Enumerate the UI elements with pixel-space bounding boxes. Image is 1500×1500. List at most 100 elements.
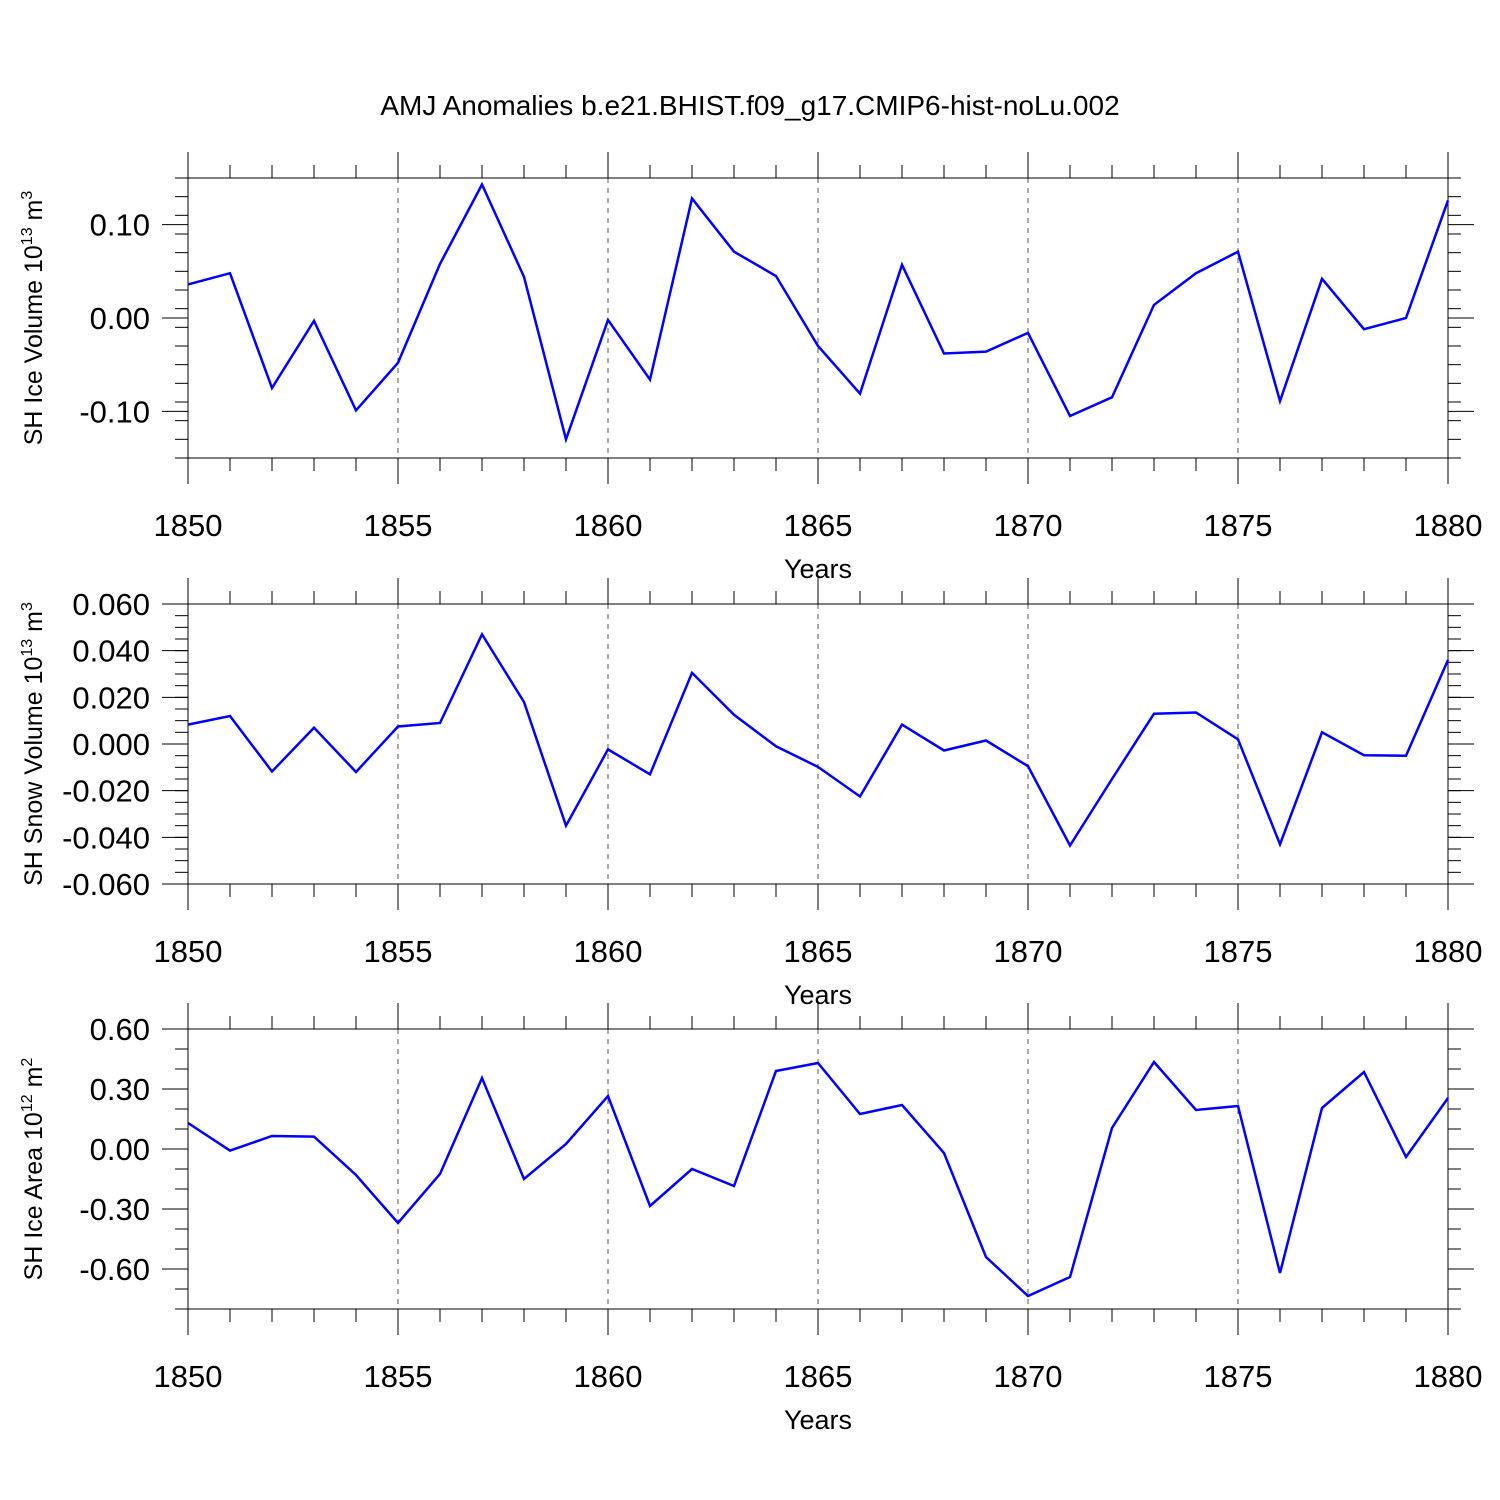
y-tick-label: 0.10 — [90, 208, 150, 243]
y-tick-label: 0.020 — [72, 680, 150, 715]
data-point — [1110, 1126, 1114, 1130]
data-point — [1068, 414, 1072, 418]
x-tick-label: 1875 — [1204, 1359, 1273, 1394]
series-line — [187, 1059, 1450, 1298]
data-point — [1194, 711, 1198, 715]
data-point — [648, 1204, 652, 1208]
data-point — [228, 714, 232, 718]
x-tick-label: 1870 — [994, 508, 1063, 543]
data-point — [522, 1177, 526, 1181]
y-tick-label: -0.040 — [62, 820, 150, 855]
x-tick-label: 1850 — [154, 508, 223, 543]
data-point — [816, 765, 820, 769]
data-point — [1362, 1070, 1366, 1074]
data-point — [774, 744, 778, 748]
data-point — [1404, 754, 1408, 758]
chart-panel-2: 1850 1855 1860 1865 1870 1875 1880 -0.060 -0.040… — [19, 578, 1482, 1010]
series-line — [187, 181, 1450, 444]
data-point — [690, 671, 694, 675]
data-point — [900, 263, 904, 267]
data-point — [522, 700, 526, 704]
data-point — [1320, 730, 1324, 734]
x-tick-label: 1855 — [364, 1359, 433, 1394]
y-tick-label: 0.060 — [72, 587, 150, 622]
y-tick-label: 0.040 — [72, 634, 150, 669]
y-axis-label: SH Ice Area 1012 m2 — [19, 1058, 48, 1281]
data-point — [858, 392, 862, 396]
x-tick-label: 1880 — [1414, 508, 1483, 543]
data-point — [228, 1149, 232, 1153]
data-point — [1320, 1106, 1324, 1110]
data-point — [354, 1173, 358, 1177]
y-tick-label: -0.60 — [79, 1252, 150, 1287]
data-point — [732, 713, 736, 717]
x-tick-label: 1860 — [574, 934, 643, 969]
data-point — [1446, 198, 1450, 202]
data-point — [1068, 1275, 1072, 1279]
x-tick-label: 1865 — [784, 508, 853, 543]
y-tick-label: 0.000 — [72, 727, 150, 762]
y-tick-label: 0.30 — [90, 1072, 150, 1107]
data-point — [984, 350, 988, 354]
data-point — [1152, 712, 1156, 716]
data-point — [1026, 331, 1030, 335]
data-point — [732, 1184, 736, 1188]
data-point — [312, 319, 316, 323]
data-point — [480, 1076, 484, 1080]
data-point — [774, 274, 778, 278]
data-point — [1278, 842, 1282, 846]
x-tick-label: 1880 — [1414, 934, 1483, 969]
data-point — [1152, 1060, 1156, 1064]
data-point — [1194, 271, 1198, 275]
data-point — [1236, 250, 1240, 254]
data-point — [1446, 658, 1450, 662]
y-axis-label: SH Snow Volume 1013 m3 — [19, 602, 48, 886]
data-point — [1362, 327, 1366, 331]
data-point — [984, 739, 988, 743]
data-point — [816, 344, 820, 348]
y-tick-label: -0.060 — [62, 867, 150, 902]
data-point — [858, 1112, 862, 1116]
data-point — [564, 437, 568, 441]
y-tick-label: -0.30 — [79, 1192, 150, 1227]
x-tick-label: 1865 — [784, 1359, 853, 1394]
data-point — [1362, 753, 1366, 757]
data-point — [900, 723, 904, 727]
data-point — [942, 1151, 946, 1155]
data-point — [438, 262, 442, 266]
data-point — [1446, 1096, 1450, 1100]
data-point — [186, 1121, 190, 1125]
data-point — [1236, 1104, 1240, 1108]
data-point — [564, 824, 568, 828]
data-point — [648, 378, 652, 382]
data-point — [354, 408, 358, 412]
y-tick-label: 0.60 — [90, 1012, 150, 1047]
data-point — [690, 197, 694, 201]
data-point — [396, 1221, 400, 1225]
figure-title: AMJ Anomalies b.e21.BHIST.f09_g17.CMIP6-… — [380, 90, 1119, 121]
x-tick-label: 1870 — [994, 1359, 1063, 1394]
data-point — [1404, 1155, 1408, 1159]
data-point — [270, 770, 274, 774]
y-tick-label: -0.10 — [79, 394, 150, 429]
x-tick-label: 1865 — [784, 934, 853, 969]
data-point — [480, 632, 484, 636]
data-point — [186, 723, 190, 727]
data-point — [858, 795, 862, 799]
data-point — [942, 749, 946, 753]
data-point — [270, 1134, 274, 1138]
data-point — [1026, 764, 1030, 768]
x-tick-label: 1870 — [994, 934, 1063, 969]
data-point — [312, 726, 316, 730]
y-tick-label: 0.00 — [90, 1132, 150, 1167]
data-point — [1236, 737, 1240, 741]
data-point — [438, 1172, 442, 1176]
data-point — [228, 271, 232, 275]
data-point — [606, 318, 610, 322]
data-point — [396, 361, 400, 365]
x-tick-label: 1855 — [364, 508, 433, 543]
data-point — [1152, 303, 1156, 307]
data-point — [1026, 1294, 1030, 1298]
data-point — [1068, 844, 1072, 848]
